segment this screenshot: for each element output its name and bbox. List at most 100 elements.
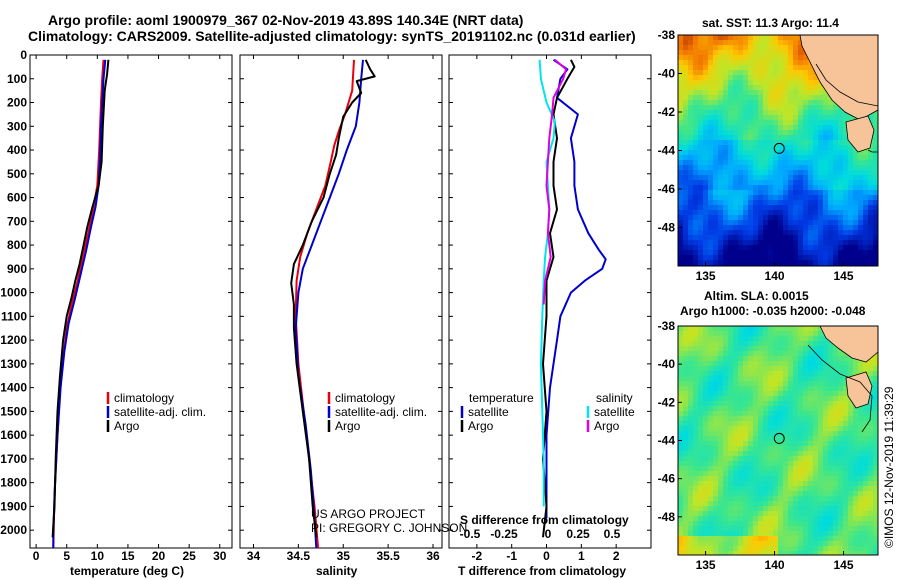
- map-cell: [758, 155, 763, 160]
- map-cell: [703, 115, 708, 120]
- map-cell: [748, 220, 753, 225]
- map-cell: [798, 90, 803, 95]
- depth-tick-label: 0: [20, 48, 27, 62]
- map-cell: [738, 506, 743, 511]
- map-cell: [793, 431, 798, 436]
- map-cell: [798, 125, 803, 130]
- map-cell: [703, 100, 708, 105]
- map-cell: [678, 180, 683, 185]
- map-cell: [733, 110, 738, 115]
- map-cell: [768, 346, 773, 351]
- map-cell: [693, 35, 698, 40]
- pi-credit: PI: GREGORY C. JOHNSON: [311, 521, 467, 535]
- map-cell: [768, 90, 773, 95]
- map-cell: [768, 260, 773, 265]
- map-cell: [873, 150, 878, 155]
- map-cell: [728, 446, 733, 451]
- map-cell: [738, 466, 743, 471]
- map-cell: [873, 120, 878, 125]
- map-cell: [713, 180, 718, 185]
- map-cell: [753, 406, 758, 411]
- map-cell: [853, 406, 858, 411]
- map-cell: [823, 90, 828, 95]
- map-cell: [858, 526, 863, 531]
- map-cell: [713, 351, 718, 356]
- map-cell: [733, 411, 738, 416]
- map-cell: [793, 406, 798, 411]
- map-cell: [753, 150, 758, 155]
- map-cell: [833, 230, 838, 235]
- map-cell: [728, 536, 733, 541]
- map-cell: [863, 205, 868, 210]
- map-cell: [828, 240, 833, 245]
- map-cell: [833, 195, 838, 200]
- map-cell: [703, 511, 708, 516]
- map-cell: [753, 416, 758, 421]
- map-cell: [683, 240, 688, 245]
- map-cell: [688, 180, 693, 185]
- map-cell: [843, 210, 848, 215]
- depth-tick-label: 1300: [0, 357, 27, 371]
- map-cell: [748, 190, 753, 195]
- map-cell: [863, 466, 868, 471]
- map-cell: [733, 60, 738, 65]
- map-cell: [718, 421, 723, 426]
- map-cell: [743, 105, 748, 110]
- map-cell: [803, 366, 808, 371]
- map-cell: [858, 235, 863, 240]
- map-cell: [733, 506, 738, 511]
- map-cell: [858, 255, 863, 260]
- map-cell: [838, 391, 843, 396]
- map-cell: [793, 351, 798, 356]
- map-cell: [693, 396, 698, 401]
- map-cell: [698, 396, 703, 401]
- map-cell: [873, 155, 878, 160]
- map-cell: [743, 451, 748, 456]
- map-cell: [763, 411, 768, 416]
- map-cell: [788, 105, 793, 110]
- map-cell: [813, 115, 818, 120]
- map-cell: [863, 511, 868, 516]
- map-cell: [688, 466, 693, 471]
- map-cell: [858, 486, 863, 491]
- map-cell: [803, 396, 808, 401]
- map-cell: [783, 346, 788, 351]
- map-cell: [753, 190, 758, 195]
- map-cell: [678, 215, 683, 220]
- map-cell: [833, 526, 838, 531]
- map-cell: [688, 416, 693, 421]
- map-cell: [803, 85, 808, 90]
- map-cell: [783, 105, 788, 110]
- map-cell: [793, 476, 798, 481]
- map-cell: [773, 361, 778, 366]
- map-cell: [763, 55, 768, 60]
- map-cell: [873, 391, 878, 396]
- map-cell: [718, 476, 723, 481]
- map-cell: [738, 546, 743, 551]
- map-cell: [853, 471, 858, 476]
- map-cell: [703, 441, 708, 446]
- map-cell: [873, 195, 878, 200]
- map-cell: [788, 496, 793, 501]
- depth-tick-label: 700: [7, 214, 27, 228]
- map-cell: [743, 486, 748, 491]
- depth-tick-label: 1400: [0, 381, 27, 395]
- map-cell: [733, 421, 738, 426]
- map-cell: [873, 145, 878, 150]
- map-cell: [733, 255, 738, 260]
- map-cell: [758, 105, 763, 110]
- map-cell: [678, 541, 683, 546]
- map-cell: [793, 55, 798, 60]
- map-cell: [793, 135, 798, 140]
- map-cell: [778, 125, 783, 130]
- map-cell: [758, 90, 763, 95]
- map-cell: [788, 421, 793, 426]
- map-cell: [823, 411, 828, 416]
- map-cell: [683, 516, 688, 521]
- map-cell: [873, 436, 878, 441]
- map-cell: [803, 170, 808, 175]
- map-cell: [718, 386, 723, 391]
- map-cell: [858, 361, 863, 366]
- map-cell: [818, 351, 823, 356]
- map-cell: [818, 115, 823, 120]
